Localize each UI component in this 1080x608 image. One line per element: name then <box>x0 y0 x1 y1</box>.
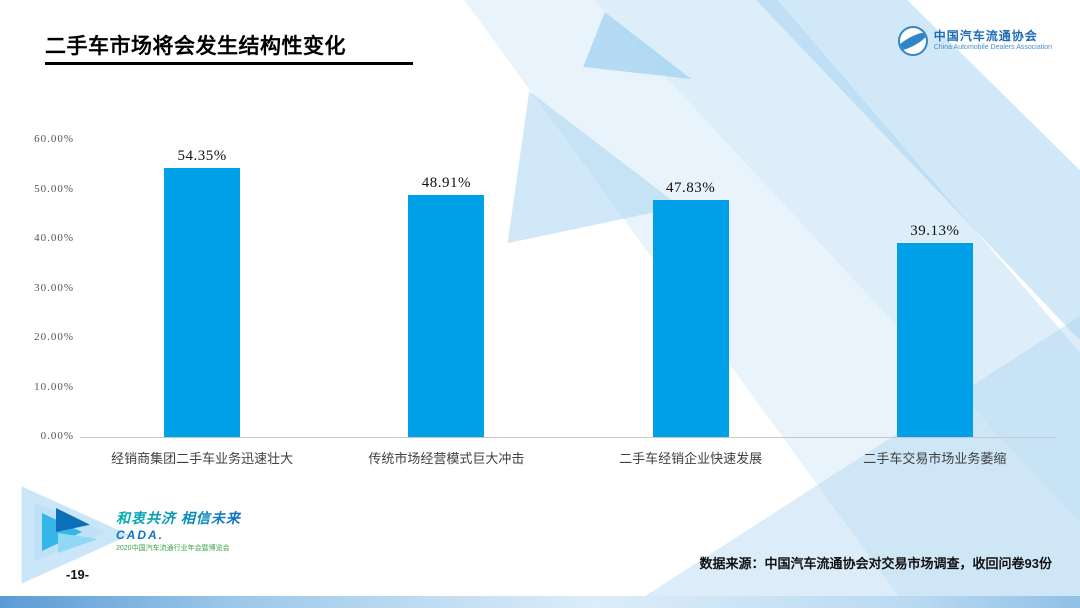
bar-column: 48.91% <box>324 140 568 437</box>
bar-value-label: 54.35% <box>177 147 227 164</box>
y-tick-label: 10.00% <box>34 380 74 393</box>
cada-logo-icon <box>897 26 928 56</box>
bar-value-label: 48.91% <box>421 174 471 191</box>
bottom-gradient-strip <box>0 596 1080 608</box>
y-tick-label: 60.00% <box>34 133 74 145</box>
category-label: 二手车经销企业快速发展 <box>619 451 763 466</box>
bar-column: 47.83% <box>569 140 813 437</box>
bar-column: 39.13% <box>813 140 1057 437</box>
bar-value-label: 47.83% <box>666 180 716 197</box>
y-tick-label: 30.00% <box>34 281 74 294</box>
header-logo: 中国汽车流通协会 China Automobile Dealers Associ… <box>897 26 1052 56</box>
bar <box>408 194 485 437</box>
bar-value-label: 39.13% <box>910 223 960 240</box>
y-axis: 60.00% 50.00% 40.00% 30.00% 20.00% 10.00% 0.00… <box>22 133 80 442</box>
y-tick-label: 0.00% <box>40 430 74 442</box>
category-row: 经销商集团二手车业务迅速壮大 传统市场经营模式巨大冲击 二手车经销企业快速发展 二手车… <box>80 448 1057 467</box>
page-number: -19- <box>66 567 90 582</box>
bar <box>164 167 241 437</box>
category-label: 经销商集团二手车业务迅速壮大 <box>111 451 294 466</box>
plot-wrap: 54.35% 48.91% 47.83% 39.13% 经销商集团二手车业务迅速壮大 传… <box>80 140 1057 467</box>
header-logo-cn: 中国汽车流通协会 <box>933 29 1038 44</box>
bar <box>652 200 729 437</box>
page-title: 二手车市场将会发生结构性变化 <box>45 35 346 58</box>
header-logo-en: China Automobile Dealers Association <box>933 43 1052 51</box>
footer-brand: CADA. <box>116 528 164 543</box>
plot-area: 54.35% 48.91% 47.83% 39.13% <box>80 140 1057 438</box>
y-tick-label: 50.00% <box>34 182 74 195</box>
bar <box>896 243 973 437</box>
category-label: 传统市场经营模式巨大冲击 <box>368 451 525 466</box>
footer-event: 2020中国汽车流通行业年会暨博览会 <box>116 545 230 553</box>
y-tick-label: 20.00% <box>34 331 74 343</box>
data-source-note: 数据来源：中国汽车流通协会对交易市场调查，收回问卷93份 <box>699 556 1052 571</box>
footer-slogan: 和衷共济 相信未来 <box>116 509 241 526</box>
cada-footer-logo-icon <box>34 503 108 561</box>
bar-column: 54.35% <box>80 140 324 437</box>
category-label: 二手车交易市场业务萎缩 <box>863 451 1007 466</box>
title-underline <box>45 62 413 65</box>
y-tick-label: 40.00% <box>34 232 74 244</box>
header-logo-text: 中国汽车流通协会 China Automobile Dealers Associ… <box>933 29 1052 52</box>
footer-logo: 和衷共济 相信未来 CADA. 2020中国汽车流通行业年会暨博览会 <box>34 503 241 561</box>
bar-chart: 60.00% 50.00% 40.00% 30.00% 20.00% 10.00% 0.00… <box>22 133 1057 467</box>
footer-logo-text: 和衷共济 相信未来 CADA. 2020中国汽车流通行业年会暨博览会 <box>116 510 241 554</box>
